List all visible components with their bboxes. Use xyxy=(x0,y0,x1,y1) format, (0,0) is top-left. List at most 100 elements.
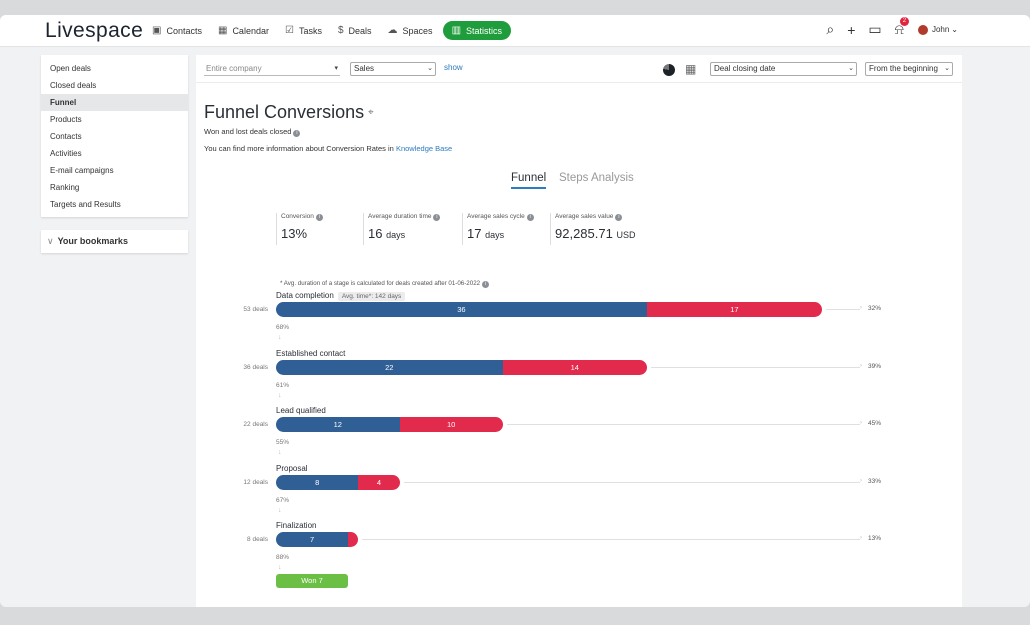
step-conversion: 61% xyxy=(276,381,290,389)
period-value: From the beginning xyxy=(869,64,938,73)
chevron-down-icon: ⌄ xyxy=(944,65,950,72)
arrow-down-icon: ↓ xyxy=(278,564,282,571)
arrow-right-icon: › xyxy=(860,305,862,311)
pipeline-select-value: Sales xyxy=(354,64,375,73)
stat-label: Average duration time xyxy=(368,213,432,220)
nav-item-label: Statistics xyxy=(466,25,503,36)
duration-note: * Avg. duration of a stage is calculated… xyxy=(280,280,490,288)
lost-segment[interactable]: 10 xyxy=(399,417,503,432)
chevron-down-icon: ⌄ xyxy=(427,65,433,72)
nav-item-label: Tasks xyxy=(298,25,322,36)
nav-item-tasks[interactable]: ☑ Tasks xyxy=(285,21,322,40)
stage-name: Lead qualified xyxy=(276,406,326,415)
nav-item-contacts[interactable]: ▣ Contacts xyxy=(152,21,202,40)
bell-icon[interactable]: ⍾ 2 xyxy=(895,17,909,38)
deals-count-label: 53 deals xyxy=(243,306,268,313)
lost-segment[interactable]: 4 xyxy=(358,474,400,490)
pie-chart-icon[interactable] xyxy=(663,64,675,76)
date-field-select[interactable]: Deal closing date ⌄ xyxy=(710,62,857,76)
dropdown-arrow-icon: ▾ xyxy=(334,65,338,72)
kb-info-text: You can find more information about Conv… xyxy=(204,144,452,153)
tab-steps-analysis[interactable]: Steps Analysis xyxy=(559,172,634,184)
deals-count-label: 12 deals xyxy=(243,478,268,486)
show-link[interactable]: show xyxy=(444,63,463,72)
company-select[interactable]: Entire company ▾ xyxy=(204,62,340,76)
logo[interactable]: Livespace xyxy=(45,19,144,42)
nav-item-calendar[interactable]: ▦ Calendar xyxy=(218,21,269,40)
stat-label: Average sales value xyxy=(555,213,614,220)
step-conversion: 68% xyxy=(276,324,290,331)
stage-bar[interactable]: 22 14 xyxy=(276,359,647,375)
nav-item-deals[interactable]: $ Deals xyxy=(338,21,372,40)
period-select[interactable]: From the beginning ⌄ xyxy=(865,62,953,76)
won-segment[interactable]: 7 xyxy=(276,532,349,547)
calendar-icon: ▦ xyxy=(217,25,228,36)
sidebar-item-closed-deals[interactable]: Closed deals xyxy=(50,81,97,90)
app-window: Livespace ▣ Contacts ▦ Calendar ☑ Tasks $ Deals… xyxy=(0,15,1030,607)
sidebar-item-products[interactable]: Products xyxy=(50,115,82,124)
info-icon[interactable]: i xyxy=(526,214,534,221)
stage-name-text: Data completion xyxy=(276,291,334,300)
sidebar-item-activities[interactable]: Activities xyxy=(50,149,82,158)
connector-line xyxy=(403,481,860,483)
won-segment[interactable]: 8 xyxy=(276,474,359,490)
tab-funnel[interactable]: Funnel xyxy=(511,172,547,189)
sidebar-item-open-deals[interactable]: Open deals xyxy=(50,64,91,73)
won-segment[interactable]: 12 xyxy=(276,417,400,432)
pipeline-select[interactable]: Sales ⌄ xyxy=(350,62,436,76)
arrow-right-icon: › xyxy=(860,420,862,426)
won-segment[interactable]: 22 xyxy=(276,359,503,375)
arrow-down-icon: ↓ xyxy=(278,506,282,514)
stage-rate: 13% xyxy=(868,535,882,542)
pin-icon[interactable]: ⌖ xyxy=(368,107,374,118)
stat-number: 92,285.71 xyxy=(555,226,613,241)
sidebar-item-contacts[interactable]: Contacts xyxy=(50,132,82,141)
add-icon[interactable]: + xyxy=(847,21,856,38)
nav-item-statistics[interactable]: ▥ Statistics xyxy=(442,21,512,40)
chat-icon[interactable]: ▭ xyxy=(868,21,882,37)
nav-item-spaces[interactable]: ☁ Spaces xyxy=(388,21,433,40)
sidebar-item-ranking[interactable]: Ranking xyxy=(50,183,80,192)
bar-chart-icon: ▥ xyxy=(451,25,462,36)
stage-name: Finalization xyxy=(276,521,316,530)
stage-name-text: Finalization xyxy=(276,521,317,530)
nav-item-label: Contacts xyxy=(166,25,202,36)
info-icon[interactable]: i xyxy=(615,214,623,221)
knowledge-base-link[interactable]: Knowledge Base xyxy=(395,144,453,153)
stat-unit: days xyxy=(386,230,406,240)
stage-name-text: Lead qualified xyxy=(276,406,326,415)
chevron-down-icon: ⌄ xyxy=(848,65,854,72)
sidebar-menu: Open deals Closed deals Funnel Products Cont… xyxy=(41,55,188,217)
info-icon[interactable]: i xyxy=(315,214,323,221)
lost-segment[interactable] xyxy=(348,532,359,547)
sidebar-item-funnel[interactable]: Funnel xyxy=(41,94,188,111)
stage-name: Established contact xyxy=(276,349,345,358)
step-conversion: 67% xyxy=(276,496,290,504)
deals-count-label: 22 deals xyxy=(243,421,268,428)
won-segment[interactable]: 36 xyxy=(276,302,647,317)
info-icon[interactable]: i xyxy=(433,214,441,221)
stage-rate: 39% xyxy=(868,362,882,370)
stat-label: Average sales cycle xyxy=(467,213,525,220)
stage-rate: 32% xyxy=(868,305,882,312)
lost-segment[interactable]: 17 xyxy=(646,302,822,317)
lost-segment[interactable]: 14 xyxy=(502,359,647,375)
stage-bar[interactable]: 12 10 xyxy=(276,417,503,432)
info-icon[interactable]: i xyxy=(482,281,490,288)
date-field-value: Deal closing date xyxy=(714,64,776,73)
bookmarks-toggle[interactable]: ∨ Your bookmarks xyxy=(41,230,188,253)
stage-bar[interactable]: 7 xyxy=(276,532,359,547)
step-conversion: 88% xyxy=(276,554,290,561)
stat-value: 17 days xyxy=(467,226,550,241)
search-icon[interactable]: ⌕ xyxy=(826,21,835,37)
sidebar-item-targets-and-results[interactable]: Targets and Results xyxy=(50,200,121,209)
won-badge: Won 7 xyxy=(276,574,348,588)
sidebar-item-e-mail-campaigns[interactable]: E-mail campaigns xyxy=(50,166,114,175)
info-icon[interactable]: i xyxy=(293,130,301,137)
main-nav: ▣ Contacts ▦ Calendar ☑ Tasks $ Deals ☁ Spaces ▥ St… xyxy=(152,21,527,40)
table-icon[interactable]: ▦ xyxy=(685,62,697,76)
user-menu[interactable]: John ⌄ xyxy=(917,24,958,35)
stage-bar[interactable]: 36 17 xyxy=(276,302,822,317)
main-panel: Entire company ▾ Sales ⌄ show ▦ Deal closi… xyxy=(196,55,962,607)
